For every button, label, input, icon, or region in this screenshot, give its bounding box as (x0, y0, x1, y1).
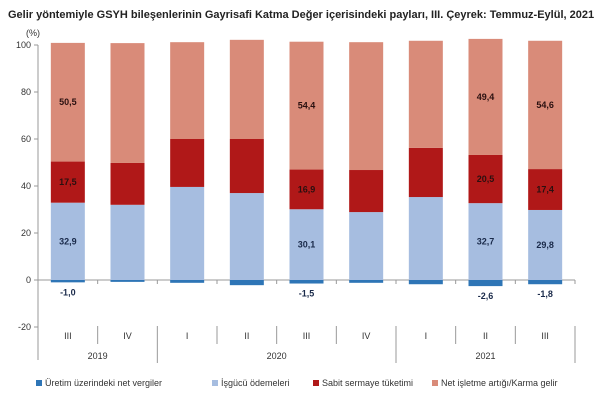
bar-segment (110, 162, 145, 205)
bar-segment (110, 43, 145, 163)
y-tick-label: 100 (16, 40, 31, 50)
legend-swatch (313, 380, 319, 386)
bar-segment (50, 280, 85, 283)
data-label: -1,0 (60, 287, 76, 297)
legend-swatch (432, 380, 438, 386)
data-label: 30,1 (298, 240, 316, 250)
bar-segment (349, 212, 384, 280)
data-label: 20,5 (477, 174, 495, 184)
data-label: 17,5 (59, 177, 77, 187)
y-axis-label: (%) (26, 28, 40, 38)
x-tick-label-year: 2020 (267, 351, 287, 361)
x-tick-label-quarter: III (541, 331, 549, 341)
bar-segment (170, 280, 205, 283)
data-label: -2,6 (478, 291, 494, 301)
bar-segment (408, 197, 443, 280)
bar-segment (289, 169, 324, 210)
bar-segment (408, 280, 443, 285)
data-label: 54,4 (298, 101, 316, 111)
bar-segment (468, 280, 503, 287)
bar-segment (229, 280, 264, 286)
y-tick-label: 60 (21, 134, 31, 144)
bar-segment (349, 280, 384, 283)
bar-segment (468, 154, 503, 204)
legend-label: Üretim üzerindeki net vergiler (45, 378, 162, 388)
bar-segment (229, 139, 264, 194)
legend-swatch (36, 380, 42, 386)
bar-segment (528, 169, 563, 210)
bar-segment (170, 186, 205, 280)
x-tick-label-quarter: I (425, 331, 428, 341)
x-tick-label-quarter: IV (362, 331, 371, 341)
bar-segment (110, 204, 145, 280)
bar-segment (468, 38, 503, 155)
bar-segment (50, 42, 85, 162)
bar-segment (170, 42, 205, 139)
x-tick-label-quarter: III (303, 331, 311, 341)
data-label: -1,5 (299, 289, 315, 299)
x-tick-label-quarter: II (244, 331, 249, 341)
data-label: 16,9 (298, 184, 316, 194)
bar-segment (229, 39, 264, 139)
bar-segment (50, 202, 85, 280)
bar-segment (528, 40, 563, 170)
bar-segment (289, 209, 324, 280)
bar-segment (349, 170, 384, 213)
bar-segment (229, 193, 264, 280)
legend-swatch (212, 380, 218, 386)
data-label: 50,5 (59, 97, 77, 107)
bar-segment (528, 280, 563, 285)
x-tick-label-quarter: IV (123, 331, 132, 341)
x-tick-label-quarter: III (64, 331, 72, 341)
legend-label: Sabit sermaye tüketimi (322, 378, 413, 388)
bar-segment (468, 203, 503, 280)
data-label: 54,6 (536, 100, 554, 110)
bar-segment (289, 280, 324, 284)
bar-segment (528, 209, 563, 280)
chart-title: Gelir yöntemiyle GSYH bileşenlerinin Gay… (8, 9, 594, 21)
x-tick-label-quarter: II (483, 331, 488, 341)
x-tick-label-quarter: I (186, 331, 189, 341)
legend-label: Net işletme artığı/Karma gelir (441, 378, 558, 388)
data-label: 17,4 (536, 185, 554, 195)
y-tick-label: -20 (18, 322, 31, 332)
bar-segment (349, 42, 384, 171)
data-label: 32,9 (59, 236, 77, 246)
bar-segment (408, 147, 443, 198)
y-tick-label: 20 (21, 228, 31, 238)
x-tick-label-year: 2021 (475, 351, 495, 361)
bar-segment (408, 40, 443, 148)
bar-segment (50, 161, 85, 203)
x-tick-label-year: 2019 (88, 351, 108, 361)
y-tick-label: 80 (21, 87, 31, 97)
bar-segment (289, 41, 324, 170)
y-tick-label: 40 (21, 181, 31, 191)
legend-label: İşgücü ödemeleri (221, 378, 290, 388)
data-label: 49,4 (477, 92, 495, 102)
data-label: 29,8 (536, 240, 554, 250)
bar-segment (170, 139, 205, 187)
data-label: 32,7 (477, 237, 495, 247)
data-label: -1,8 (537, 289, 553, 299)
bar-segment (110, 280, 145, 282)
y-tick-label: 0 (26, 275, 31, 285)
